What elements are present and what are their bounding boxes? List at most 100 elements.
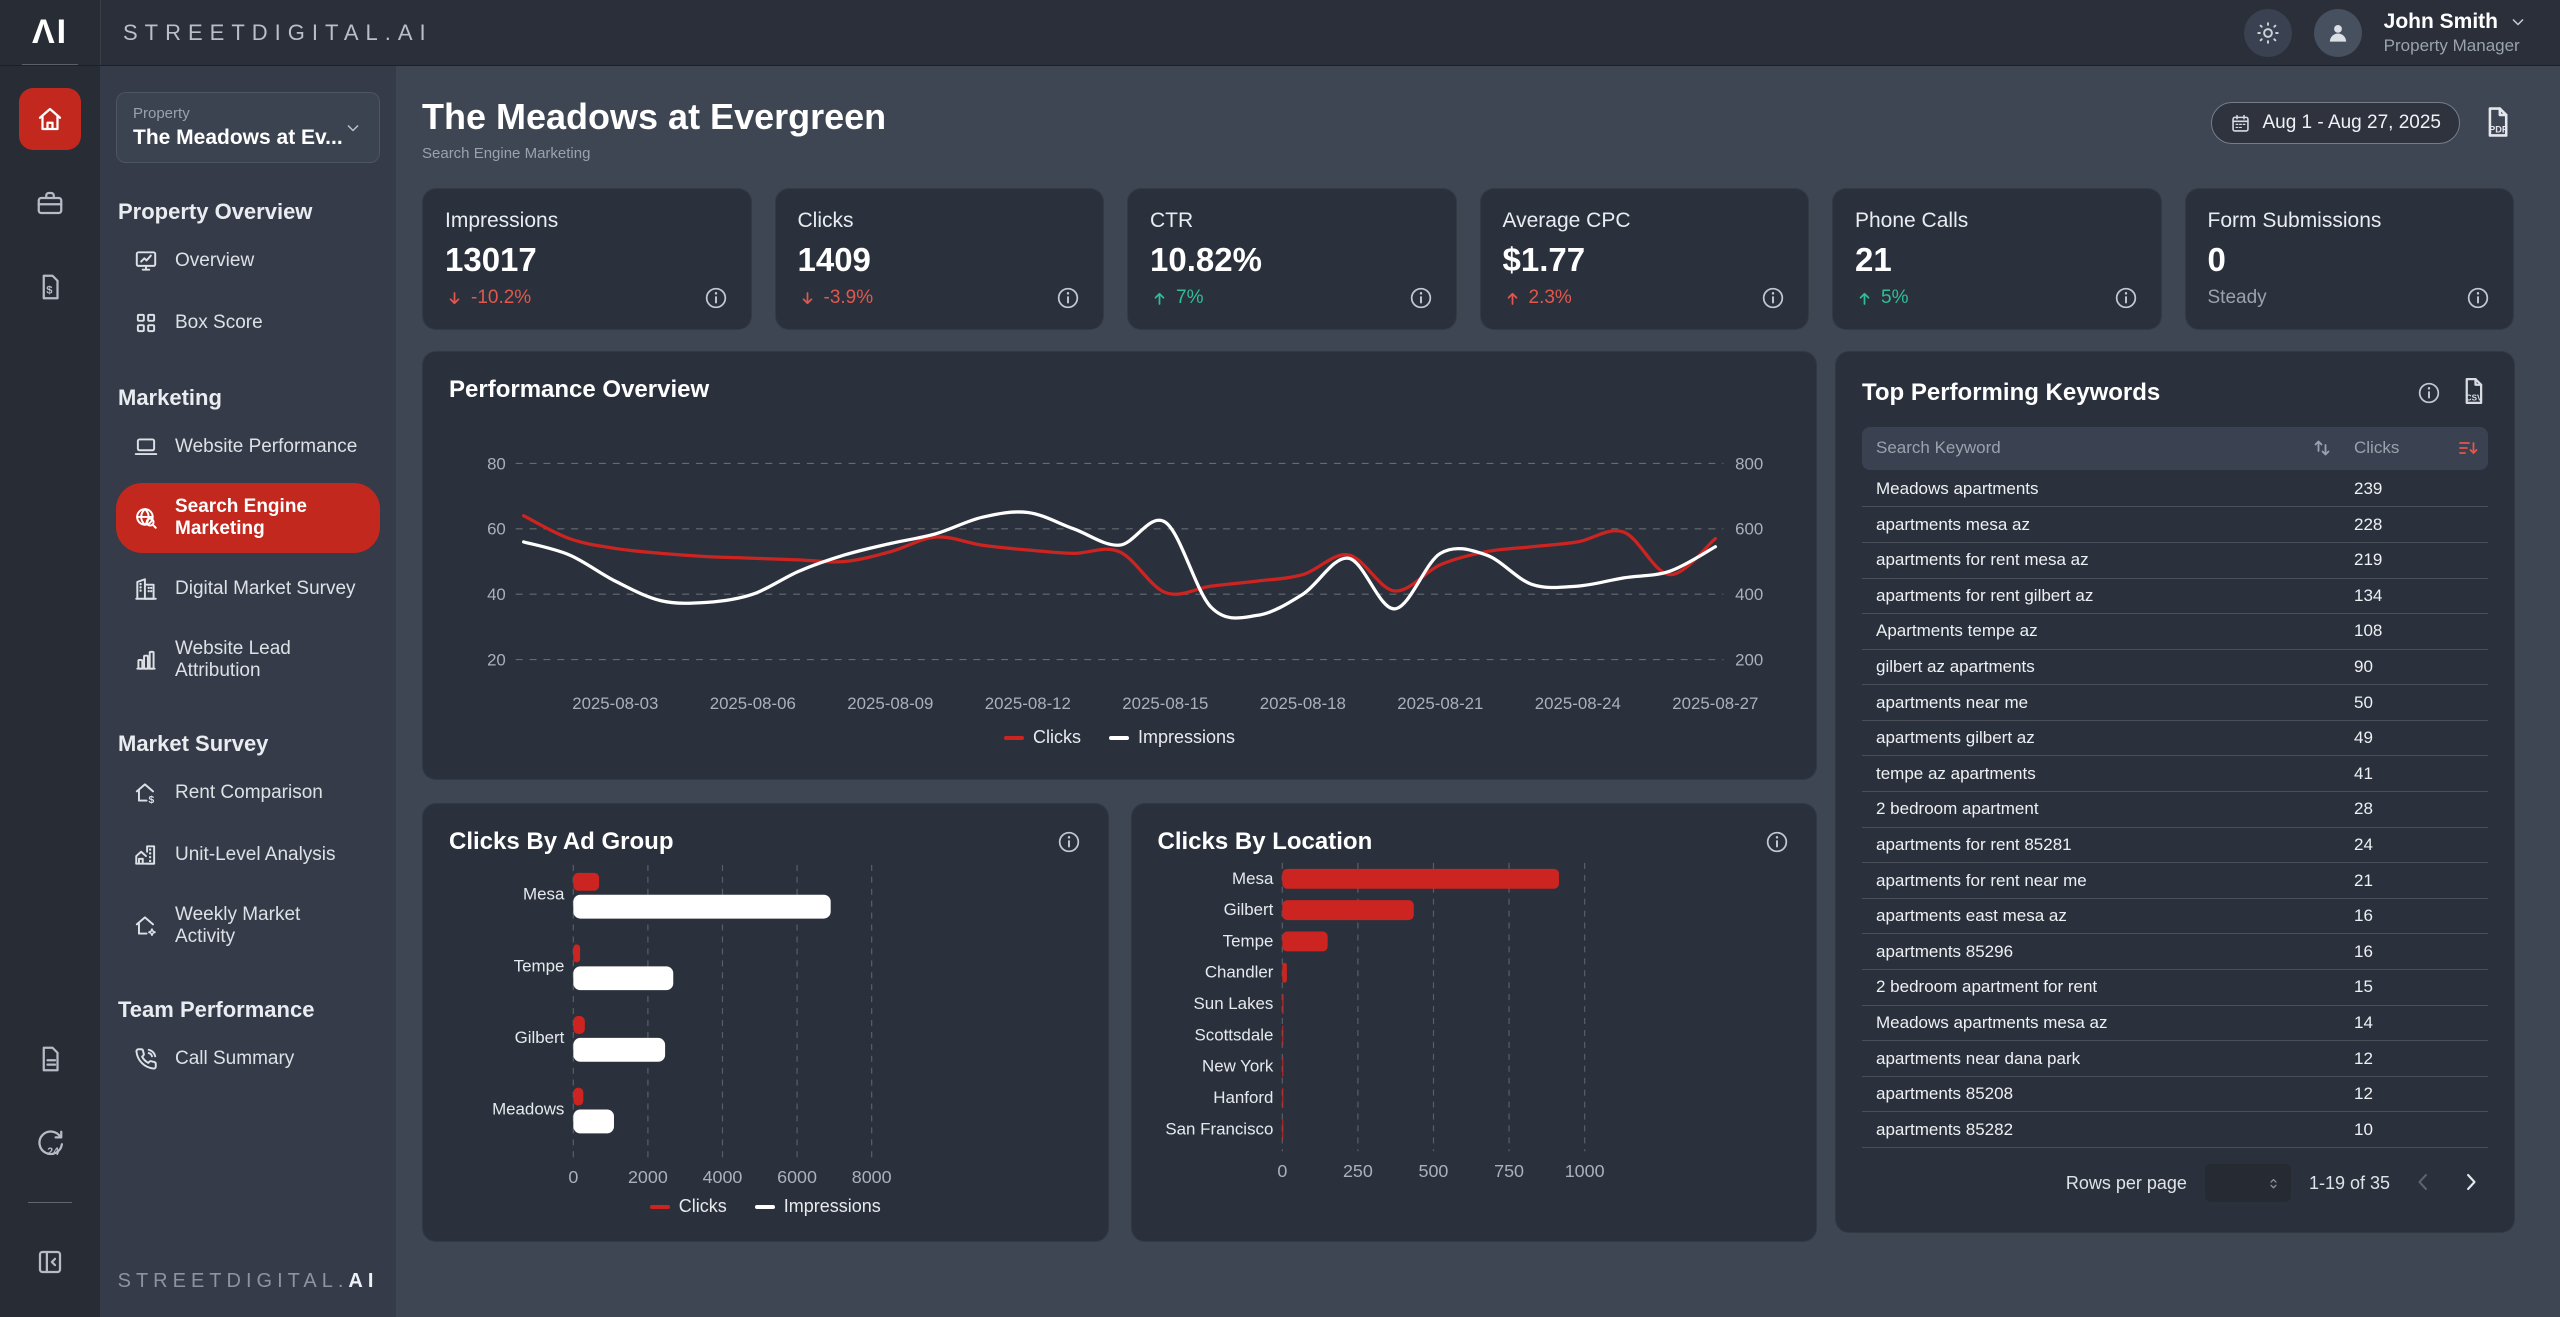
chart-legend: Clicks Impressions: [449, 1196, 1082, 1217]
export-pdf-button[interactable]: PDF: [2480, 105, 2514, 142]
rail-invoice-dollar-button[interactable]: $: [19, 256, 81, 318]
sidebar-item-label: Unit-Level Analysis: [175, 844, 336, 865]
theme-toggle-button[interactable]: [2243, 8, 2292, 57]
arrow-up-icon: [1503, 289, 1522, 308]
sidebar-item-box-score[interactable]: Box Score: [116, 297, 380, 349]
property-select-label: Property: [133, 105, 190, 122]
keyword-row: tempe az apartments 41: [1862, 756, 2488, 793]
kpi-label: CTR: [1150, 209, 1194, 232]
kpi-card-phone-calls: Phone Calls 21 5%: [1832, 188, 2162, 330]
svg-text:Sun Lakes: Sun Lakes: [1193, 994, 1273, 1013]
keyword-text: gilbert az apartments: [1876, 656, 2035, 676]
info-button[interactable]: [1056, 829, 1082, 855]
keyword-text: 2 bedroom apartment: [1876, 799, 2039, 819]
sidebar-item-call-summary[interactable]: Call Summary: [116, 1033, 380, 1085]
svg-text:Scottsdale: Scottsdale: [1194, 1025, 1273, 1044]
info-button[interactable]: [1760, 285, 1786, 311]
logo-text: ΛI: [31, 13, 69, 51]
panel-title: Top Performing Keywords: [1862, 378, 2161, 406]
panel-title: Performance Overview: [449, 376, 710, 403]
calendar-icon: [2230, 113, 2251, 134]
rows-per-page-select[interactable]: [2204, 1164, 2291, 1202]
sync-24-icon: 24: [35, 1128, 65, 1158]
sidebar-item-label: Call Summary: [175, 1048, 295, 1069]
file-csv-icon: CSV: [2458, 376, 2488, 406]
chevron-right-icon: [2457, 1168, 2485, 1196]
keyword-clicks: 24: [2354, 834, 2373, 854]
svg-text:0: 0: [1277, 1161, 1287, 1181]
export-csv-button[interactable]: CSV: [2458, 376, 2488, 409]
sidebar-item-website-lead-attribution[interactable]: Website Lead Attribution: [116, 625, 380, 695]
kpi-card-average-cpc: Average CPC $1.77 2.3%: [1479, 188, 1809, 330]
sidebar-item-weekly-market-activity[interactable]: Weekly Market Activity: [116, 891, 380, 961]
svg-text:2000: 2000: [628, 1167, 668, 1187]
keyword-text: apartments for rent near me: [1876, 870, 2087, 890]
collapse-sidebar-icon: [35, 1247, 65, 1277]
top-keywords-panel: Top Performing Keywords CSV Search Keywo…: [1835, 351, 2515, 1233]
table-pagination: Rows per page 1-19 of 35: [1862, 1148, 2488, 1208]
date-range-text: Aug 1 - Aug 27, 2025: [2262, 112, 2441, 133]
rail-home-button[interactable]: [19, 88, 81, 150]
svg-text:$: $: [149, 795, 155, 806]
sidebar-item-website-performance[interactable]: Website Performance: [116, 421, 380, 473]
sort-descending-button[interactable]: [2456, 436, 2480, 460]
info-button[interactable]: [1408, 285, 1434, 311]
sidebar-item-overview[interactable]: Overview: [116, 235, 380, 287]
home-icon: [35, 104, 65, 134]
info-icon: [1760, 285, 1786, 311]
info-button[interactable]: [1764, 829, 1790, 855]
svg-text:2025-08-21: 2025-08-21: [1397, 694, 1483, 713]
location-chart: 0 250 500 750 1000 Mesa Gilbert Tempe Chandler Su…: [1158, 856, 1791, 1190]
previous-page-button[interactable]: [2408, 1168, 2438, 1198]
sidebar-item-label: Rent Comparison: [175, 782, 323, 803]
keyword-row: apartments near dana park 12: [1862, 1041, 2488, 1077]
svg-text:2025-08-09: 2025-08-09: [847, 694, 933, 713]
svg-text:$: $: [46, 284, 53, 296]
website-performance-icon: [133, 434, 159, 460]
info-button[interactable]: [2416, 380, 2442, 406]
next-page-button[interactable]: [2456, 1168, 2486, 1198]
sort-toggle-button[interactable]: [2310, 436, 2334, 460]
sidebar-item-unit-level-analysis[interactable]: Unit-Level Analysis: [116, 829, 380, 881]
info-icon: [2113, 285, 2139, 311]
nav-heading-property-overview: Property Overview: [118, 199, 313, 224]
rail-briefcase-button[interactable]: [19, 172, 81, 234]
nav-heading-market-survey: Market Survey: [118, 731, 269, 756]
user-menu-trigger[interactable]: John Smith: [2384, 9, 2528, 35]
overview-icon: [133, 248, 159, 274]
kpi-value: 21: [1855, 241, 1892, 278]
legend-item-clicks: Clicks: [649, 1196, 727, 1217]
keyword-clicks: 28: [2354, 799, 2373, 819]
sidebar-item-digital-market-survey[interactable]: Digital Market Survey: [116, 563, 380, 615]
info-button[interactable]: [2465, 285, 2491, 311]
keyword-clicks: 50: [2354, 692, 2373, 712]
property-select[interactable]: Property The Meadows at Ev...: [116, 92, 380, 163]
topbar-actions: John Smith Property Manager: [2243, 0, 2560, 65]
keyword-text: apartments for rent 85281: [1876, 834, 2072, 854]
performance-overview-panel: Performance Overview 80 800 60 600 40 400 20 20…: [422, 351, 1817, 780]
unit-level-analysis-icon: [133, 842, 159, 868]
arrow-up-icon: [1150, 289, 1169, 308]
info-button[interactable]: [2113, 285, 2139, 311]
arrow-down-icon: [445, 289, 464, 308]
sidebar-item-rent-comparison[interactable]: $ Rent Comparison: [116, 767, 380, 819]
app-logo[interactable]: ΛI: [0, 0, 100, 65]
rail-sync-24-button[interactable]: 24: [19, 1112, 81, 1174]
sidebar-item-search-engine-marketing[interactable]: Search Engine Marketing: [116, 483, 380, 553]
keyword-row: apartments 85282 10: [1862, 1112, 2488, 1148]
bar-charts-row: Clicks By Ad Group 0 2000 4000 6000 8000 Mesa…: [422, 803, 1817, 1242]
info-button[interactable]: [1055, 285, 1081, 311]
info-button[interactable]: [703, 285, 729, 311]
avatar[interactable]: [2313, 8, 2362, 57]
date-range-picker[interactable]: Aug 1 - Aug 27, 2025: [2211, 102, 2460, 144]
keyword-row: apartments for rent mesa az 219: [1862, 543, 2488, 579]
keyword-text: apartments for rent gilbert az: [1876, 585, 2094, 605]
keyword-row: 2 bedroom apartment for rent 15: [1862, 970, 2488, 1006]
brand-wordmark: STREETDIGITAL.AI: [123, 19, 433, 45]
keyword-clicks: 15: [2354, 977, 2373, 997]
content-grid: Performance Overview 80 800 60 600 40 400 20 20…: [422, 351, 2515, 1242]
rail-collapse-sidebar-button[interactable]: [19, 1231, 81, 1293]
rail-document-button[interactable]: [19, 1028, 81, 1090]
keyword-clicks: 14: [2354, 1012, 2373, 1032]
user-name: John Smith: [2383, 9, 2498, 33]
